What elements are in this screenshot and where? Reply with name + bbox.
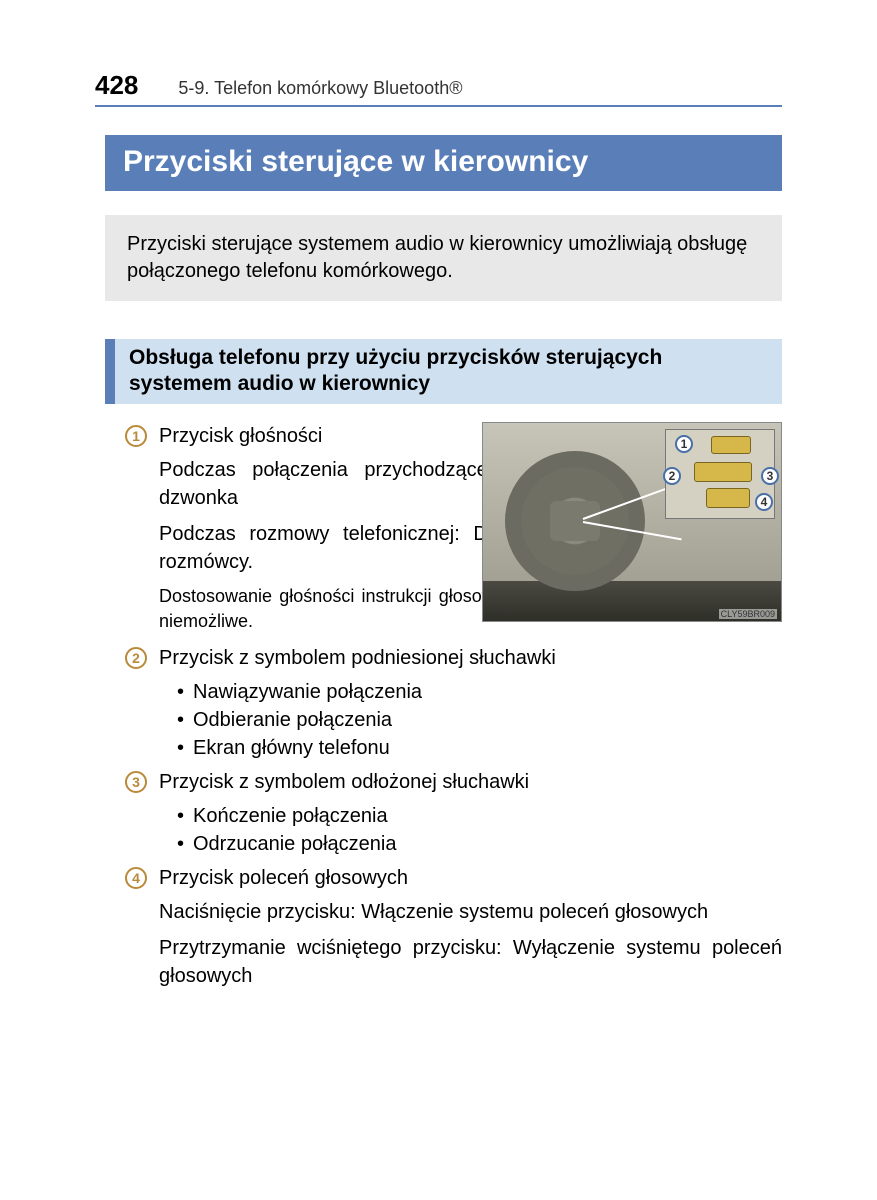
bullet-item: Odbieranie połączenia xyxy=(177,706,782,734)
steering-wheel-icon xyxy=(505,451,645,591)
bullet-list: Kończenie połączenia Odrzucanie połączen… xyxy=(159,802,782,858)
subheading: Obsługa telefonu przy użyciu przycisków … xyxy=(105,339,782,404)
figure-callout-2: 2 xyxy=(663,467,681,485)
page-header: 428 5-9. Telefon komórkowy Bluetooth® xyxy=(95,70,782,107)
item-body: Przycisk z symbolem odłożonej słuchawki … xyxy=(159,768,782,858)
voice-button-icon xyxy=(706,488,750,508)
section-label: 5-9. Telefon komórkowy Bluetooth® xyxy=(178,78,462,99)
item-number-2: 2 xyxy=(125,647,147,669)
mode-button-icon xyxy=(711,436,751,454)
figure-callout-1: 1 xyxy=(675,435,693,453)
bullet-item: Ekran główny telefonu xyxy=(177,734,782,762)
list-item: 2 Przycisk z symbolem podniesionej słuch… xyxy=(125,644,782,762)
item-number-1: 1 xyxy=(125,425,147,447)
item-title: Przycisk z symbolem odłożonej słuchawki xyxy=(159,768,782,796)
bullet-item: Kończenie połączenia xyxy=(177,802,782,830)
item-title: Przycisk z symbolem podniesionej słuchaw… xyxy=(159,644,782,672)
figure-callout-4: 4 xyxy=(755,493,773,511)
wheel-hub xyxy=(550,501,600,541)
item-number-3: 3 xyxy=(125,771,147,793)
list-item: 3 Przycisk z symbolem odłożonej słuchawk… xyxy=(125,768,782,858)
item-number-4: 4 xyxy=(125,867,147,889)
content-area: 1 2 3 4 CLY59BR009 1 Przycisk głośności … xyxy=(125,422,782,998)
bullet-item: Nawiązywanie połączenia xyxy=(177,678,782,706)
item-paragraph: Przytrzymanie wciśniętego przycisku: Wył… xyxy=(159,934,782,990)
page-title: Przyciski sterujące w kierownicy xyxy=(105,135,782,191)
bullet-list: Nawiązywanie połączenia Odbieranie połąc… xyxy=(159,678,782,762)
figure-code: CLY59BR009 xyxy=(719,609,777,619)
item-paragraph: Naciśnięcie przycisku: Włączenie systemu… xyxy=(159,898,782,926)
manual-page: 428 5-9. Telefon komórkowy Bluetooth® Pr… xyxy=(0,0,877,998)
phone-button-icon xyxy=(694,462,752,482)
steering-wheel-figure: 1 2 3 4 CLY59BR009 xyxy=(482,422,782,622)
item-title: Przycisk poleceń głosowych xyxy=(159,864,782,892)
bullet-item: Odrzucanie połączenia xyxy=(177,830,782,858)
figure-callout-3: 3 xyxy=(761,467,779,485)
item-body: Przycisk poleceń głosowych Naciśnięcie p… xyxy=(159,864,782,998)
intro-text: Przyciski sterujące systemem audio w kie… xyxy=(105,215,782,301)
item-body: Przycisk z symbolem podniesionej słuchaw… xyxy=(159,644,782,762)
page-number: 428 xyxy=(95,70,138,101)
list-item: 4 Przycisk poleceń głosowych Naciśnięcie… xyxy=(125,864,782,998)
